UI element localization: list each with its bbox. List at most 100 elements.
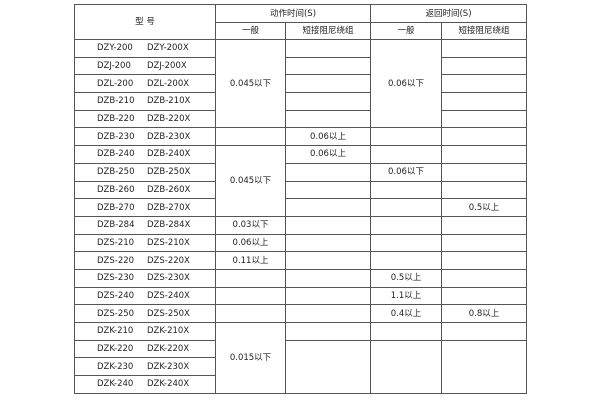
model-cell: DZB-250 DZB-250X [74,162,216,182]
value-cell [441,56,527,76]
table-row: DZB-270 DZB-270X 0.5以上 [74,198,527,217]
model-name-x: DZS-230X [147,273,190,284]
model-name: DZB-240 [97,149,135,160]
model-name-x: DZB-220X [147,114,191,125]
value-cell [370,145,442,164]
model-name: DZB-220 [97,114,135,125]
value-cell [370,322,442,341]
model-name: DZK-240 [97,379,134,390]
model-name: DZB-270 [97,202,135,213]
value-cell: 0.06以下 [370,38,442,129]
table-row: DZS-230 DZS-230X 0.5以上 [74,268,527,288]
model-name-x: DZS-210X [147,237,190,248]
model-name: DZS-220 [97,255,135,266]
value-cell [441,268,527,288]
header-return-short-damp: 短接阻尼绕组 [441,22,527,40]
header-row-2: 一般 短接阻尼绕组 一般 短接阻尼绕组 [75,22,527,40]
model-cell: DZB-284 DZB-284X [74,215,216,235]
value-cell [285,198,371,217]
model-name-x: DZK-240X [147,379,190,390]
header-return-general: 一般 [370,22,442,40]
model-cell: DZS-240 DZS-240X [74,286,216,306]
model-name: DZB-250 [97,167,135,178]
model-cell: DZK-210 DZK-210X [74,322,216,341]
value-cell [285,92,371,111]
table-row: DZK-220 DZK-220X [74,339,527,394]
model-cell: DZB-260 DZB-260X [74,180,216,200]
value-cell: 0.03以下 [215,215,286,235]
value-cell [441,322,527,341]
model-cell: DZB-240 DZB-240X [74,145,216,164]
value-cell [441,109,527,129]
table-row: DZK-210 DZK-210X 0.015以下 [74,322,527,394]
table-row: DZK-230 DZK-230X [74,357,527,377]
value-cell [441,180,527,200]
model-name-x: DZB-270X [147,202,191,213]
relay-timing-table: 型 号 动作时间(S) 返回时间(S) 一般 短接阻尼绕组 一般 短接阻尼绕组 … [74,4,527,394]
value-cell [441,162,527,182]
value-cell [441,39,527,58]
value-cell [215,127,286,147]
model-cell: DZK-230 DZK-230X [74,357,216,377]
table-row: DZB-240 DZB-240X 0.045以下 0.06以上 [74,145,527,217]
value-cell [441,145,527,164]
model-name-x: DZB-250X [147,167,191,178]
value-cell [215,268,286,288]
header-return-time: 返回时间(S) [370,4,527,23]
table-row: DZB-230 DZB-230X 0.06以上 [74,127,527,147]
model-cell: DZB-210 DZB-210X [74,92,216,111]
value-cell [285,56,371,76]
value-cell: 0.11以上 [215,251,286,270]
model-name: DZJ-200 [97,61,131,72]
model-name-x: DZB-210X [147,96,191,107]
model-name: DZY-200 [97,43,133,54]
value-cell [441,74,527,94]
value-cell [285,74,371,94]
value-cell [441,215,527,235]
model-name: DZB-284 [97,220,135,231]
model-name-x: DZK-210X [147,326,190,337]
value-cell [285,162,371,182]
table-row: DZB-220 DZB-220X [74,109,527,129]
table-row: DZJ-200 DZJ-200X [74,56,527,76]
model-cell: DZK-240 DZK-240X [74,375,216,394]
value-cell [285,286,371,306]
value-cell: 0.8以上 [441,304,527,323]
model-name: DZS-250 [97,308,135,319]
model-name-x: DZS-240X [147,290,190,301]
value-cell [285,251,371,270]
header-model: 型 号 [74,4,216,40]
table-row: DZL-200 DZL-200X [74,74,527,94]
model-cell: DZS-210 DZS-210X [74,233,216,253]
value-cell [285,39,371,58]
model-cell: DZL-200 DZL-200X [74,74,216,94]
model-name: DZK-220 [97,344,134,355]
model-cell: DZY-200 DZY-200X [74,39,216,58]
value-cell: 0.06以上 [285,127,371,147]
model-name: DZB-260 [97,184,135,195]
value-cell: 0.06以下 [370,162,442,182]
value-cell [370,198,442,217]
header-row-1: 型 号 动作时间(S) 返回时间(S) [74,4,527,40]
value-cell [370,339,442,394]
value-cell [215,286,286,306]
header-action-time: 动作时间(S) [215,4,371,23]
value-cell [285,322,371,341]
value-cell [285,339,371,394]
model-name: DZK-210 [97,326,134,337]
model-name-x: DZL-200X [147,78,190,89]
value-cell: 0.4以上 [370,304,442,323]
value-cell [441,339,527,394]
model-cell: DZB-270 DZB-270X [74,198,216,217]
value-cell [285,233,371,253]
table-row: DZS-220 DZS-220X 0.11以上 [74,251,527,270]
model-cell: DZS-230 DZS-230X [74,268,216,288]
header-action-short-damp: 短接阻尼绕组 [285,22,371,40]
value-cell [370,127,442,147]
header-action-general: 一般 [215,22,286,40]
value-cell [441,233,527,253]
model-cell: DZS-250 DZS-250X [74,304,216,323]
model-name: DZB-230 [97,131,135,142]
table-row: DZB-284 DZB-284X 0.03以下 [74,215,527,235]
table-row: DZS-210 DZS-210X 0.06以上 [74,233,527,253]
